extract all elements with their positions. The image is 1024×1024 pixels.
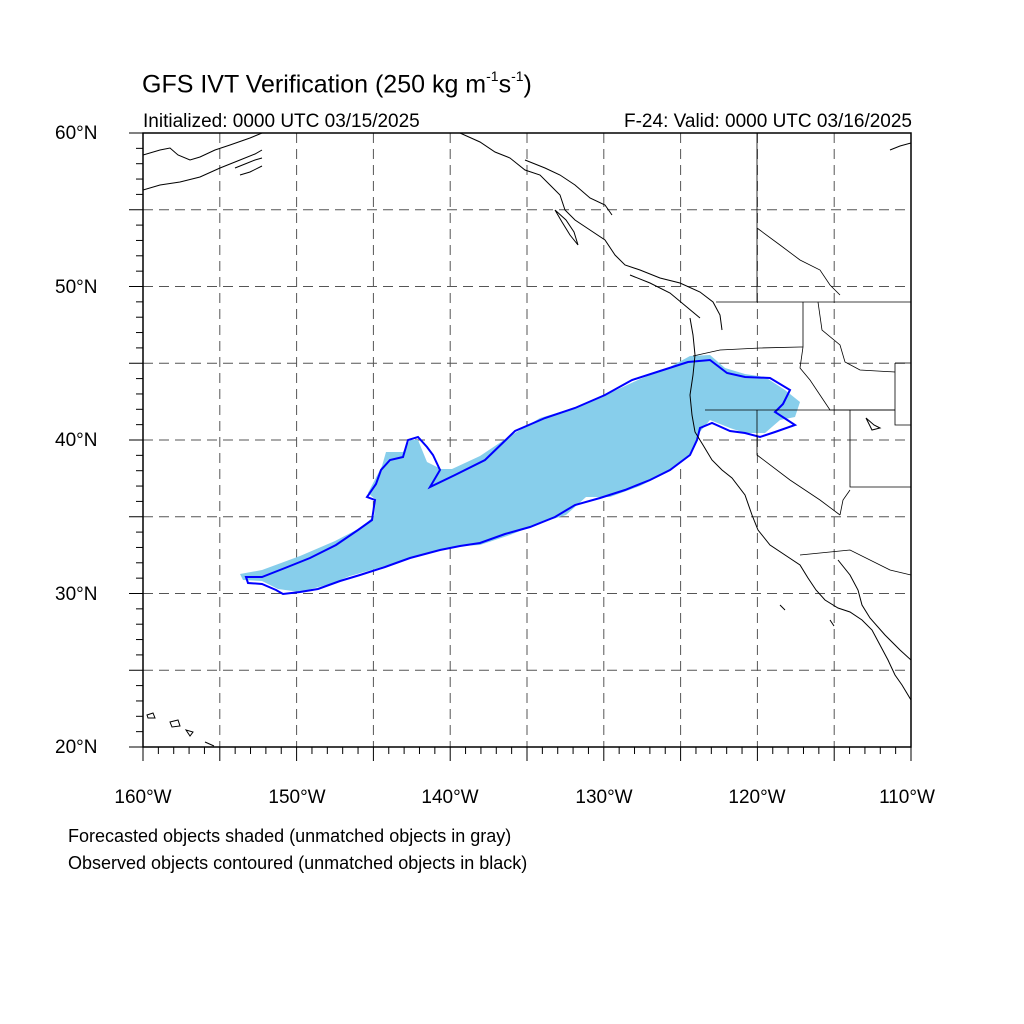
- title-mid: s: [498, 70, 512, 99]
- lon-label-150w: 150°W: [268, 787, 326, 808]
- graticule: [143, 133, 911, 747]
- forecast-ivt-object: [240, 355, 800, 592]
- lon-label-130w: 130°W: [575, 787, 633, 808]
- title-suffix: ): [523, 70, 532, 99]
- lat-label-30n: 30°N: [55, 584, 98, 605]
- lat-label-50n: 50°N: [55, 277, 98, 298]
- map-title: GFS IVT Verification (250 kg m-1s-1): [142, 68, 532, 99]
- lat-label-60n: 60°N: [55, 123, 98, 144]
- legend-observed-note: Observed objects contoured (unmatched ob…: [68, 853, 528, 873]
- lon-label-140w: 140°W: [421, 787, 479, 808]
- observed-ivt-contour: [244, 358, 798, 596]
- axis-ticks: [129, 132, 912, 761]
- init-time-label: Initialized: 0000 UTC 03/15/2025: [143, 111, 420, 132]
- lon-label-110w: 110°W: [879, 787, 935, 808]
- legend-forecast-note: Forecasted objects shaded (unmatched obj…: [68, 826, 512, 846]
- lon-label-120w: 120°W: [728, 787, 786, 808]
- political-boundaries: [692, 133, 911, 576]
- lon-label-160w: 160°W: [114, 787, 172, 808]
- title-exponent-2: -1: [511, 68, 524, 84]
- lat-label-20n: 20°N: [55, 737, 98, 758]
- lat-label-40n: 40°N: [55, 430, 98, 451]
- valid-time-label: F-24: Valid: 0000 UTC 03/16/2025: [624, 111, 912, 132]
- coastlines: [143, 133, 911, 747]
- title-prefix: GFS IVT Verification (250 kg m: [142, 70, 487, 99]
- title-exponent-1: -1: [486, 68, 499, 84]
